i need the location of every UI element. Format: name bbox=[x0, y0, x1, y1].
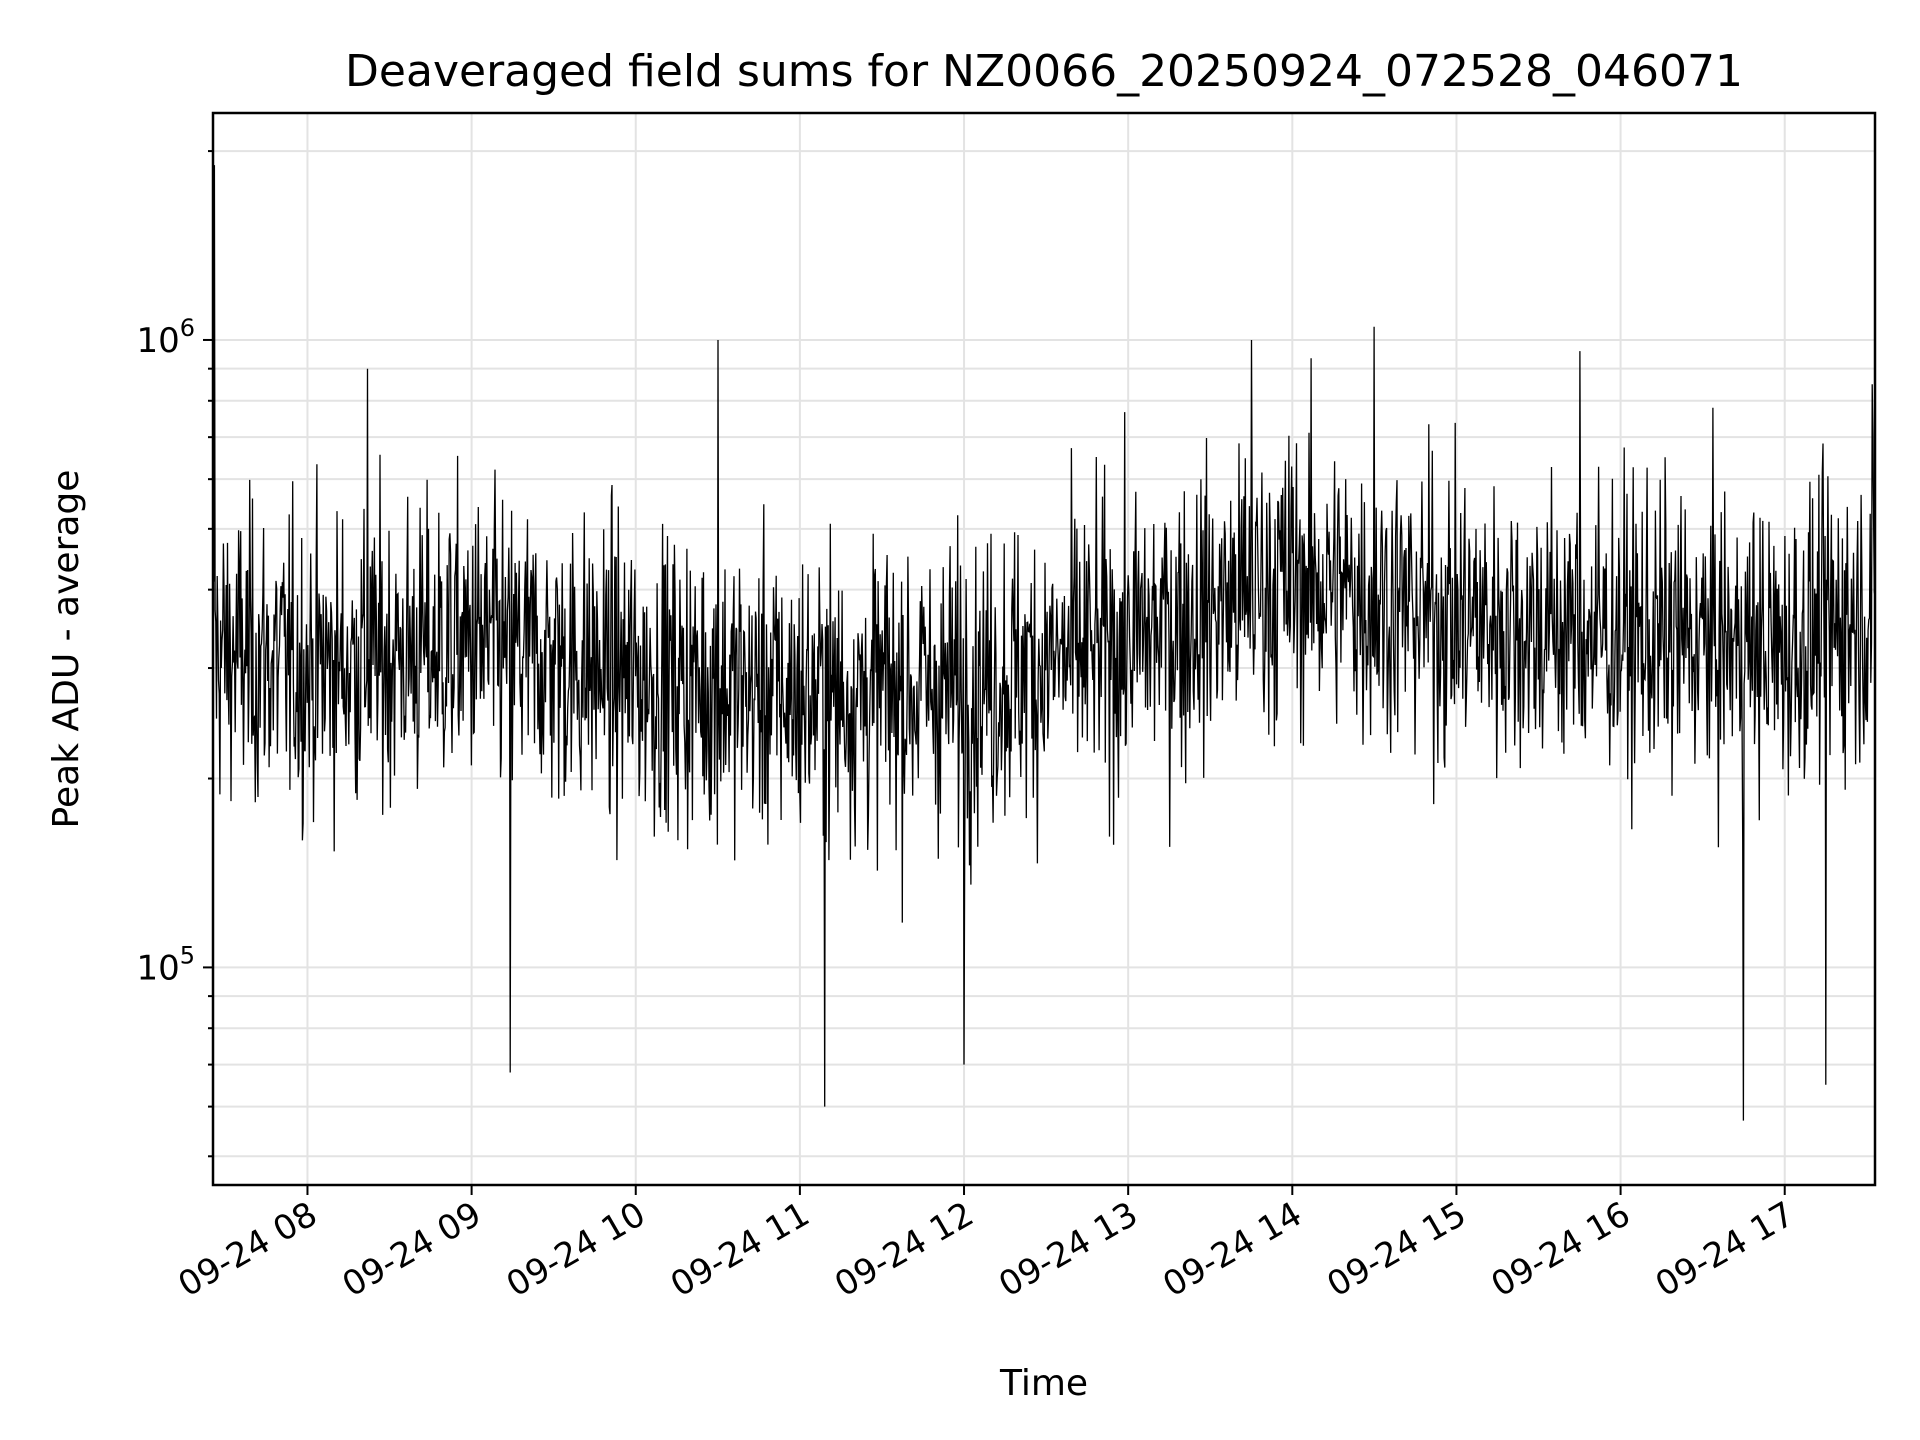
y-tick-label: 105 bbox=[136, 941, 195, 988]
x-axis-label: Time bbox=[999, 1363, 1088, 1404]
plot-frame bbox=[211, 111, 1877, 1187]
y-axis-label: Peak ADU - average bbox=[46, 470, 87, 829]
chart-title: Deaveraged field sums for NZ0066_2025092… bbox=[345, 46, 1743, 97]
series-line bbox=[212, 165, 1876, 1121]
y-tick-label: 106 bbox=[136, 314, 195, 361]
series-path bbox=[212, 165, 1876, 1121]
